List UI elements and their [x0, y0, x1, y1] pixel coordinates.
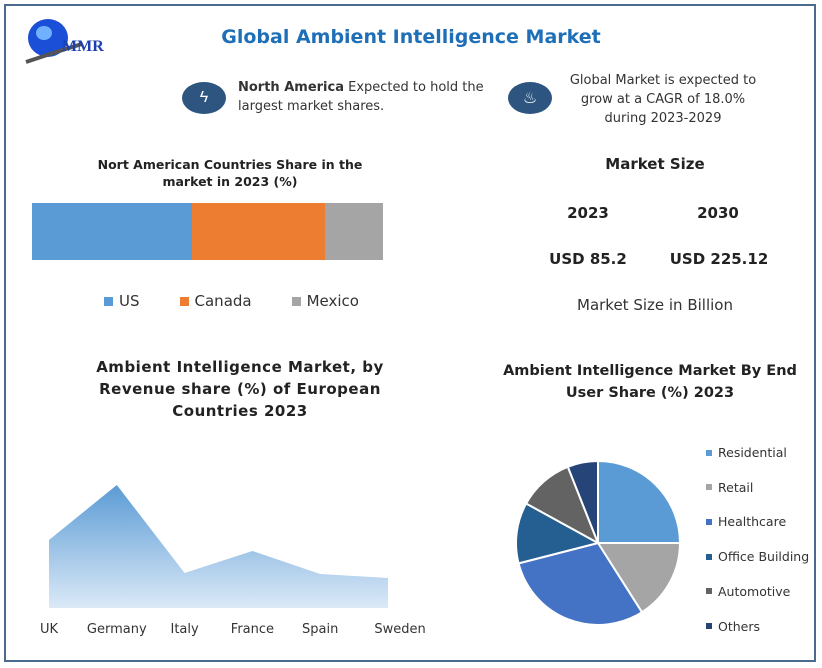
- stacked-bar: [32, 203, 383, 260]
- pie-slice-healthcare: [517, 541, 644, 626]
- x-tick-label: Italy: [170, 622, 199, 637]
- pie-legend-item: Office Building: [706, 549, 809, 564]
- flame-icon: ♨: [508, 82, 552, 114]
- x-tick-label: France: [231, 622, 274, 637]
- pie-chart: [515, 459, 682, 626]
- pie-legend-item: Residential: [706, 445, 787, 460]
- value-2030: USD 225.12: [669, 250, 769, 268]
- lightning-icon: ϟ: [182, 82, 226, 114]
- area-chart: UK Germany Italy France Spain Sweden: [40, 485, 426, 637]
- pie-slice-office-building: [515, 502, 601, 565]
- pie-chart-title: Ambient Intelligence Market By End User …: [503, 363, 797, 401]
- legend-swatch: [706, 484, 712, 491]
- legend-canada: Canada: [179, 292, 252, 310]
- bar-segment-us: [32, 203, 193, 260]
- legend-swatch: [706, 623, 712, 629]
- legend-swatch: [706, 449, 712, 456]
- area-chart-title: Ambient Intelligence Market, by Revenue …: [96, 358, 384, 420]
- legend-swatch: [706, 518, 712, 525]
- bar-segment-mexico: [325, 203, 383, 260]
- legend-label: Healthcare: [718, 514, 787, 530]
- pie-slice-others: [566, 459, 599, 544]
- highlight-cagr: Global Market is expected to grow at a C…: [569, 73, 757, 126]
- page-title: Global Ambient Intelligence Market: [221, 26, 601, 48]
- legend-label: Others: [718, 618, 761, 634]
- legend-swatch: [706, 588, 712, 595]
- bar-chart-title: Nort American Countries Share in the mar…: [97, 157, 363, 189]
- mmr-logo: MMR: [22, 14, 132, 71]
- pie-legend-item: Automotive: [706, 584, 790, 599]
- legend-label: Automotive: [718, 583, 791, 599]
- value-2023: USD 85.2: [549, 250, 627, 268]
- bar-segment-canada: [192, 203, 326, 260]
- legend-label: Residential: [718, 445, 787, 460]
- pie-legend-item: Retail: [706, 480, 753, 495]
- pie-slice-residential: [597, 459, 682, 544]
- infographic-frame: [4, 4, 816, 662]
- year-2023: 2023: [567, 204, 609, 222]
- area-series: [49, 485, 388, 608]
- x-tick-label: UK: [40, 622, 59, 637]
- market-size-note: Market Size in Billion: [577, 296, 733, 314]
- legend-label: Retail: [718, 479, 754, 495]
- pie-legend-item: Healthcare: [706, 514, 786, 529]
- x-tick-label: Germany: [87, 622, 147, 637]
- pie-legend-item: Others: [706, 619, 760, 634]
- legend-label: Office Building: [718, 549, 810, 565]
- x-tick-label: Sweden: [374, 622, 425, 637]
- legend-mexico: Mexico: [291, 292, 359, 310]
- legend-swatch: [706, 553, 712, 560]
- year-2030: 2030: [697, 204, 739, 222]
- market-size-title: Market Size: [605, 155, 705, 173]
- legend-us: US: [104, 292, 140, 310]
- highlight-north-america: North America Expected to hold the large…: [238, 80, 484, 114]
- pie-slice-retail: [596, 542, 682, 614]
- x-tick-label: Spain: [302, 622, 338, 637]
